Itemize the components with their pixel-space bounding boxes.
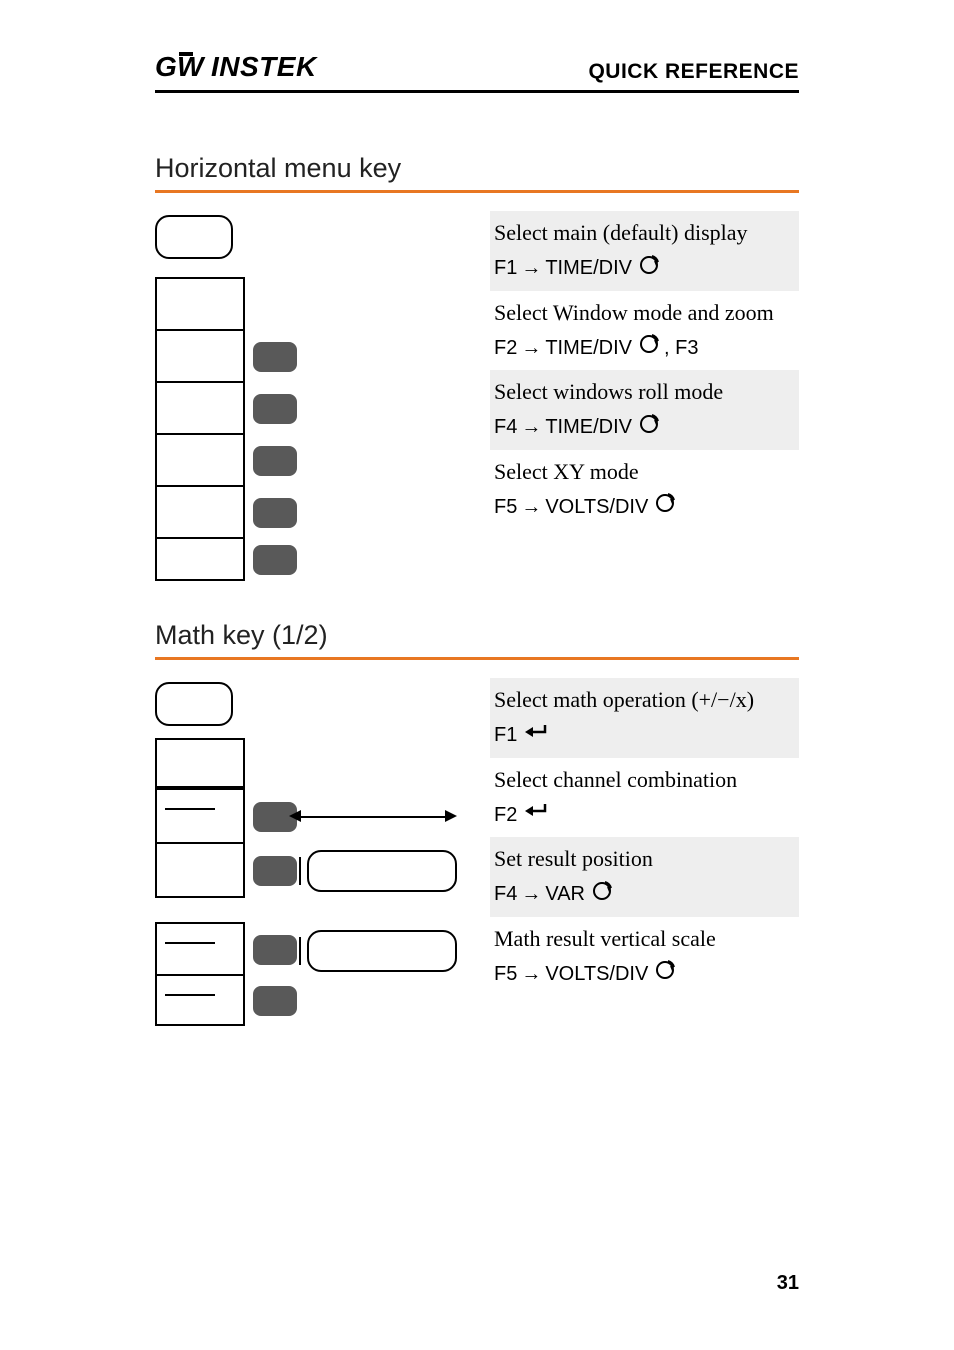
instruction-description: Set result position: [494, 845, 791, 874]
svg-text:G: G: [155, 51, 177, 82]
instruction-row: Math result vertical scale F5→VOLTS/DIV: [490, 917, 799, 997]
instruction-reference: F5→VOLTS/DIV: [494, 959, 791, 988]
instruction-description: Select windows roll mode: [494, 378, 791, 407]
instruction-description: Select main (default) display: [494, 219, 791, 248]
brand-logo: G W INSTEK: [155, 50, 335, 84]
instruction-reference: F1→TIME/DIV: [494, 254, 791, 283]
section-title: Horizontal menu key: [155, 153, 799, 193]
page-header: G W INSTEK QUICK REFERENCE: [155, 50, 799, 93]
enter-icon: [523, 721, 549, 750]
knob-icon: [638, 333, 662, 362]
section-math-key: Math key (1/2): [155, 620, 799, 1032]
diagram-math: [155, 678, 490, 1032]
instruction-row: Select windows roll mode F4→TIME/DIV: [490, 370, 799, 450]
instruction-row: Select Window mode and zoom F2→TIME/DIV, …: [490, 291, 799, 371]
instruction-reference: F2→TIME/DIV, F3: [494, 333, 791, 362]
section-title: Math key (1/2): [155, 620, 799, 660]
instruction-description: Select math operation (+/−/x): [494, 686, 791, 715]
instruction-row: Select main (default) display F1→TIME/DIV: [490, 211, 799, 291]
page-number: 31: [777, 1272, 799, 1295]
instruction-description: Select XY mode: [494, 458, 791, 487]
diagram-horizontal: [155, 211, 490, 565]
instruction-description: Math result vertical scale: [494, 925, 791, 954]
instruction-row: Select math operation (+/−/x) F1: [490, 678, 799, 758]
knob-icon: [638, 413, 662, 442]
instruction-reference: F2: [494, 800, 791, 829]
instruction-description: Select channel combination: [494, 766, 791, 795]
instruction-description: Select Window mode and zoom: [494, 299, 791, 328]
header-section-label: QUICK REFERENCE: [588, 60, 799, 84]
instruction-reference: F5→VOLTS/DIV: [494, 492, 791, 521]
instruction-reference: F4→TIME/DIV: [494, 413, 791, 442]
knob-icon: [654, 492, 678, 521]
instruction-row: Set result position F4→VAR: [490, 837, 799, 917]
instruction-list: Select main (default) display F1→TIME/DIV…: [490, 211, 799, 565]
instruction-reference: F4→VAR: [494, 880, 791, 909]
instruction-reference: F1: [494, 721, 791, 750]
instruction-row: Select channel combination F2: [490, 758, 799, 838]
knob-icon: [654, 959, 678, 988]
knob-icon: [638, 254, 662, 283]
enter-icon: [523, 800, 549, 829]
instruction-row: Select XY mode F5→VOLTS/DIV: [490, 450, 799, 530]
section-horizontal-menu: Horizontal menu key Select main (default…: [155, 153, 799, 565]
svg-text:INSTEK: INSTEK: [211, 51, 318, 82]
knob-icon: [591, 880, 615, 909]
instruction-list: Select math operation (+/−/x) F1 Select ch…: [490, 678, 799, 1032]
